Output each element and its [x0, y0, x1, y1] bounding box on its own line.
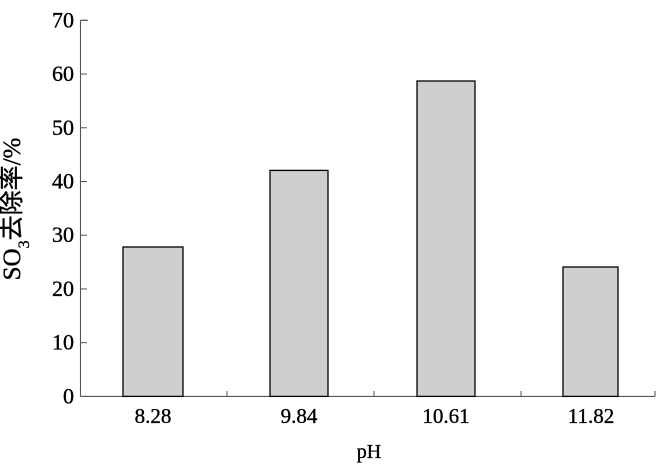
- svg-text:0: 0: [63, 384, 74, 409]
- svg-text:10: 10: [52, 330, 74, 355]
- svg-text:SO3去除率/%: SO3去除率/%: [0, 138, 33, 281]
- svg-text:60: 60: [52, 61, 74, 86]
- svg-text:11.82: 11.82: [568, 404, 614, 428]
- svg-text:40: 40: [52, 169, 74, 194]
- svg-text:50: 50: [52, 115, 74, 140]
- svg-text:9.84: 9.84: [281, 404, 318, 428]
- svg-text:8.28: 8.28: [135, 404, 172, 428]
- svg-text:10.61: 10.61: [422, 404, 469, 428]
- svg-text:pH: pH: [357, 441, 381, 463]
- svg-text:70: 70: [52, 7, 74, 32]
- svg-text:20: 20: [52, 276, 74, 301]
- svg-text:30: 30: [52, 222, 74, 247]
